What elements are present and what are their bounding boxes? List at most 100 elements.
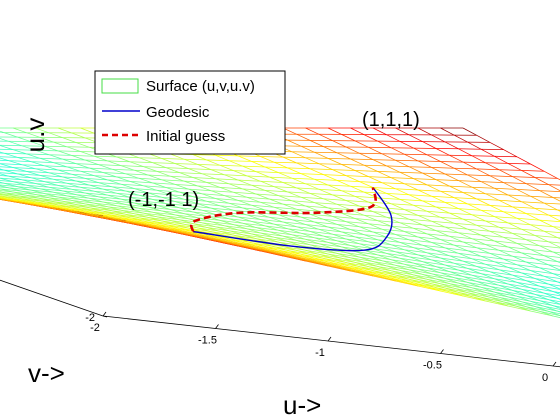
- mesh-line: [197, 234, 212, 239]
- mesh-line: [237, 179, 261, 182]
- mesh-line: [21, 179, 36, 184]
- mesh-line: [35, 204, 50, 209]
- mesh-line: [233, 191, 248, 198]
- mesh-line: [413, 227, 428, 235]
- mesh-line: [0, 138, 9, 142]
- mesh-line: [251, 161, 275, 163]
- mesh-line: [21, 190, 45, 194]
- mesh-line: [494, 301, 518, 307]
- mesh-line: [327, 158, 351, 160]
- mesh-line: [174, 224, 189, 229]
- mesh-line: [287, 211, 302, 218]
- mesh-line: [534, 208, 558, 211]
- mesh-line: [89, 207, 113, 212]
- mesh-line: [485, 244, 509, 248]
- mesh-line: [246, 214, 270, 218]
- mesh-line: [372, 127, 387, 136]
- mesh-line: [0, 184, 18, 187]
- mesh-line: [512, 274, 536, 279]
- mesh-line: [156, 189, 171, 196]
- mesh-line: [543, 275, 560, 279]
- mesh-line: [539, 300, 554, 306]
- mesh-line: [395, 159, 410, 168]
- mesh-line: [152, 211, 167, 217]
- mesh-line: [467, 250, 482, 257]
- mesh-line: [80, 170, 104, 173]
- mesh-line: [525, 261, 549, 266]
- mesh-line: [161, 179, 185, 182]
- mesh-line: [39, 157, 63, 160]
- mesh-line: [381, 228, 396, 235]
- mesh-line: [206, 234, 221, 239]
- mesh-line: [368, 273, 383, 278]
- mesh-line: [48, 186, 63, 192]
- mesh-line: [435, 266, 450, 272]
- legend-swatch-surface: [101, 78, 139, 94]
- mesh-line: [192, 196, 216, 199]
- mesh-line: [12, 167, 36, 170]
- mesh-line: [318, 253, 333, 259]
- mesh-line: [165, 203, 180, 209]
- mesh-line: [399, 222, 423, 226]
- mesh-line: [273, 246, 288, 251]
- mesh-line: [282, 182, 297, 189]
- mesh-line: [489, 286, 504, 292]
- mesh-line: [498, 169, 522, 171]
- mesh-line: [98, 182, 122, 185]
- mesh-line: [390, 203, 414, 206]
- mesh-line: [93, 202, 108, 208]
- mesh-line: [305, 157, 320, 165]
- mesh-line: [408, 166, 423, 174]
- mesh-line: [359, 266, 383, 272]
- mesh-line: [354, 262, 369, 267]
- mesh-line: [539, 190, 560, 192]
- mesh-line: [539, 267, 560, 271]
- mesh-line: [516, 295, 540, 301]
- mesh-line: [413, 227, 437, 231]
- mesh-line: [368, 146, 383, 155]
- mesh-line: [0, 191, 5, 193]
- mesh-line: [278, 214, 302, 218]
- mesh-line: [341, 246, 365, 251]
- mesh-line: [80, 127, 95, 134]
- mesh-line: [336, 203, 360, 207]
- mesh-line: [543, 202, 558, 211]
- mesh-line: [0, 151, 5, 154]
- mesh-line: [435, 179, 459, 181]
- mesh-line: [516, 217, 531, 226]
- mesh-line: [327, 207, 351, 211]
- mesh-line: [165, 167, 189, 169]
- mesh-line: [30, 189, 45, 194]
- mesh-line: [39, 188, 54, 193]
- mesh-line: [183, 198, 207, 202]
- mesh-line: [449, 185, 473, 188]
- mesh-line: [539, 310, 554, 317]
- mesh-line: [345, 221, 369, 225]
- mesh-line: [62, 190, 86, 194]
- mesh-line: [417, 268, 441, 274]
- mesh-line: [84, 210, 99, 215]
- mesh-line: [390, 177, 405, 185]
- mesh-line: [278, 195, 302, 198]
- mesh-line: [530, 224, 554, 227]
- mesh-line: [197, 217, 221, 221]
- mesh-line: [71, 200, 86, 205]
- annotation-end-point: (1,1,1): [362, 109, 420, 131]
- mesh-line: [147, 174, 162, 181]
- mesh-line: [0, 198, 14, 202]
- mesh-line: [57, 196, 81, 200]
- mesh-line: [80, 170, 95, 176]
- mesh-line: [552, 273, 560, 275]
- mesh-line: [336, 253, 360, 258]
- mesh-line: [467, 174, 482, 182]
- mesh-line: [323, 235, 347, 240]
- mesh-line: [260, 156, 284, 158]
- mesh-line: [179, 172, 194, 178]
- mesh-line: [269, 252, 284, 257]
- mesh-line: [278, 172, 293, 179]
- mesh-line: [125, 173, 149, 176]
- mesh-line: [440, 257, 464, 262]
- y-tick-label: -2: [85, 312, 95, 324]
- mesh-line: [66, 146, 90, 148]
